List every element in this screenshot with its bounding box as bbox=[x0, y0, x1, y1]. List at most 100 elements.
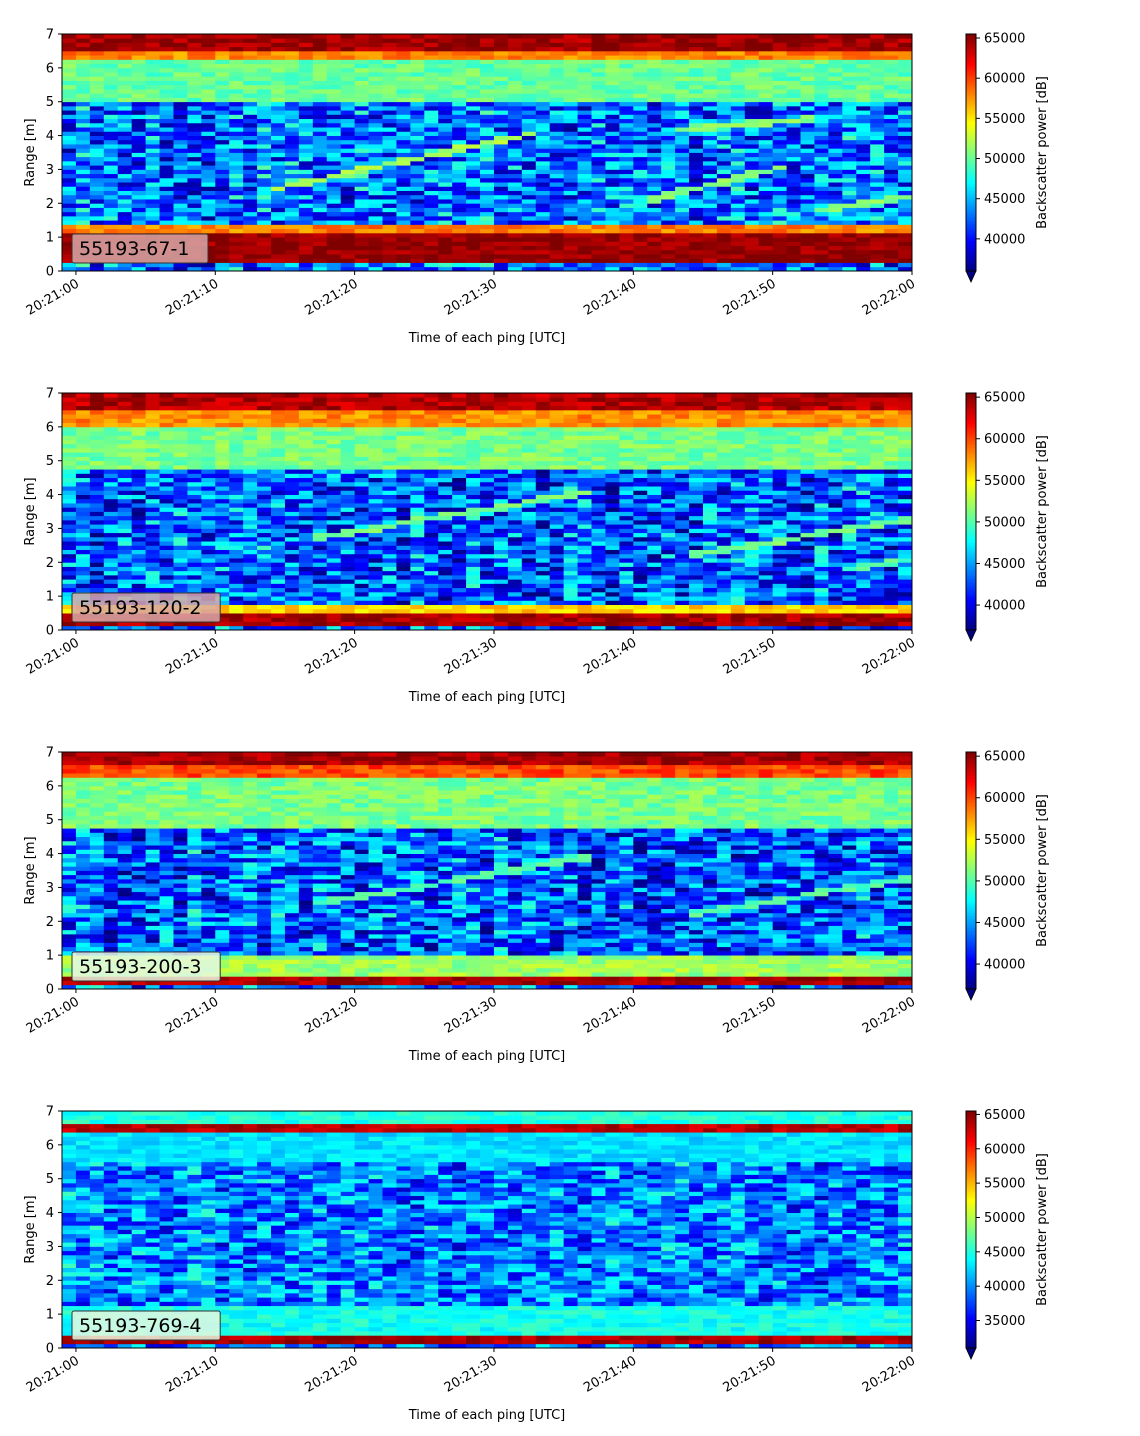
heatmap-cell bbox=[117, 409, 133, 415]
heatmap-cell bbox=[131, 186, 146, 191]
heatmap-cell bbox=[744, 89, 760, 94]
heatmap-cell bbox=[730, 241, 746, 247]
heatmap-cell bbox=[716, 139, 732, 145]
heatmap-cell bbox=[647, 215, 662, 221]
heatmap-cell bbox=[173, 503, 188, 508]
heatmap-cell bbox=[800, 232, 815, 238]
heatmap-cell bbox=[229, 579, 244, 584]
heatmap-cell bbox=[842, 118, 857, 124]
heatmap-cell bbox=[563, 38, 578, 43]
heatmap-cell bbox=[493, 34, 509, 39]
heatmap-cell bbox=[382, 46, 397, 52]
heatmap-cell bbox=[605, 59, 620, 65]
heatmap-cell bbox=[521, 80, 537, 86]
heatmap-cell bbox=[396, 63, 411, 69]
heatmap-cell bbox=[257, 148, 272, 153]
heatmap-cell bbox=[716, 190, 732, 196]
heatmap-cell bbox=[75, 570, 91, 576]
heatmap-cell bbox=[131, 507, 146, 512]
heatmap-cell bbox=[117, 89, 133, 94]
heatmap-cell bbox=[340, 199, 356, 204]
heatmap-cell bbox=[382, 42, 397, 48]
heatmap-cell bbox=[605, 152, 620, 158]
heatmap-cell bbox=[772, 169, 787, 175]
heatmap-cell bbox=[744, 97, 760, 103]
heatmap-cell bbox=[340, 258, 356, 263]
heatmap-cell bbox=[312, 258, 328, 263]
heatmap-cell bbox=[758, 144, 774, 149]
heatmap-cell bbox=[159, 566, 174, 572]
heatmap-cell bbox=[452, 131, 467, 136]
heatmap-cell bbox=[117, 72, 133, 77]
heatmap-cell bbox=[828, 97, 843, 103]
heatmap-cell bbox=[159, 409, 174, 415]
heatmap-cell bbox=[215, 97, 230, 103]
heatmap-cell bbox=[326, 511, 342, 517]
heatmap-cell bbox=[438, 258, 453, 263]
heatmap-cell bbox=[800, 110, 815, 115]
heatmap-cell bbox=[772, 135, 787, 141]
heatmap-cell bbox=[159, 105, 174, 111]
heatmap-cell bbox=[786, 245, 801, 251]
colorbar-step bbox=[966, 244, 976, 248]
heatmap-cell bbox=[786, 59, 801, 65]
heatmap-cell bbox=[298, 50, 314, 56]
heatmap-cell bbox=[131, 486, 146, 491]
heatmap-cell bbox=[117, 194, 133, 200]
heatmap-cell bbox=[507, 258, 523, 263]
heatmap-cell bbox=[493, 203, 509, 208]
heatmap-cell bbox=[563, 76, 578, 81]
heatmap-cell bbox=[201, 80, 216, 86]
heatmap-cell bbox=[201, 562, 216, 567]
heatmap-cell bbox=[159, 481, 174, 487]
colorbar-step bbox=[966, 135, 976, 139]
heatmap-cell bbox=[689, 59, 704, 65]
heatmap-cell bbox=[229, 152, 244, 158]
heatmap-cell bbox=[215, 473, 230, 479]
heatmap-cell bbox=[271, 393, 286, 398]
colorbar-step bbox=[966, 202, 976, 206]
heatmap-cell bbox=[298, 481, 314, 487]
heatmap-cell bbox=[312, 46, 328, 52]
heatmap-cell bbox=[410, 579, 425, 584]
heatmap-cell bbox=[117, 105, 133, 111]
heatmap-cell bbox=[493, 80, 509, 86]
heatmap-cell bbox=[243, 122, 258, 128]
heatmap-cell bbox=[535, 135, 551, 141]
heatmap-cell bbox=[675, 76, 690, 81]
heatmap-cell bbox=[438, 156, 453, 162]
heatmap-cell bbox=[75, 426, 91, 432]
colorbar-step bbox=[966, 240, 976, 244]
heatmap-cell bbox=[786, 207, 801, 213]
heatmap-cell bbox=[647, 67, 662, 73]
heatmap-cell bbox=[284, 443, 300, 449]
heatmap-cell bbox=[689, 38, 704, 43]
heatmap-cell bbox=[549, 194, 565, 200]
heatmap-cell bbox=[814, 165, 829, 170]
heatmap-cell bbox=[159, 587, 174, 593]
heatmap-cell bbox=[159, 110, 174, 115]
heatmap-cell bbox=[549, 211, 565, 217]
heatmap-cell bbox=[466, 46, 481, 52]
heatmap-cell bbox=[159, 414, 174, 419]
heatmap-cell bbox=[326, 139, 342, 145]
heatmap-cell bbox=[284, 545, 300, 550]
heatmap-cell bbox=[312, 186, 328, 191]
heatmap-cell bbox=[884, 38, 899, 43]
heatmap-cell bbox=[312, 50, 328, 56]
heatmap-cell bbox=[215, 469, 230, 474]
heatmap-cell bbox=[271, 220, 286, 225]
heatmap-cell bbox=[257, 409, 272, 415]
heatmap-cell bbox=[521, 144, 537, 149]
heatmap-cell bbox=[605, 237, 620, 242]
heatmap-cell bbox=[577, 34, 592, 39]
heatmap-cell bbox=[786, 105, 801, 111]
heatmap-cell bbox=[159, 59, 174, 65]
heatmap-cell bbox=[786, 63, 801, 69]
heatmap-cell bbox=[410, 249, 425, 255]
heatmap-cell bbox=[103, 135, 119, 141]
heatmap-cell bbox=[229, 258, 244, 263]
heatmap-cell bbox=[201, 67, 216, 73]
heatmap-cell bbox=[549, 182, 565, 187]
heatmap-cell bbox=[619, 254, 634, 259]
